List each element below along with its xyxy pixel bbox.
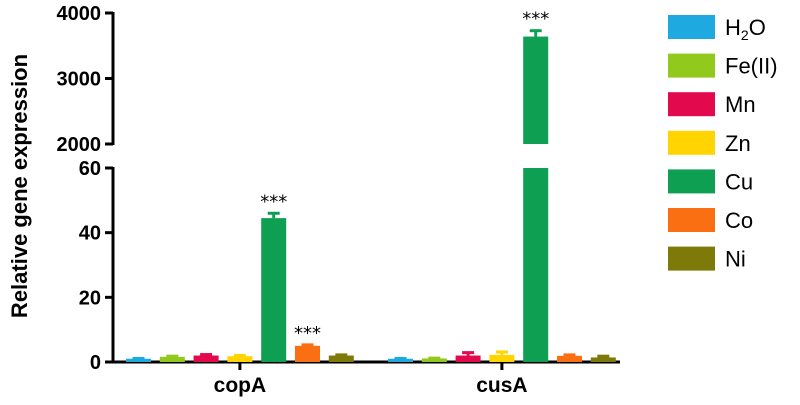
legend-swatch	[668, 130, 715, 155]
bar	[590, 357, 616, 362]
bar	[126, 358, 151, 362]
legend: H2O Fe(II) Mn Zn Cu Co Ni	[668, 15, 778, 272]
bar	[328, 355, 354, 362]
x-tick-label: copA	[214, 374, 267, 397]
legend-swatch	[668, 208, 715, 232]
legend-swatch	[668, 169, 715, 194]
significance-label: ***	[260, 191, 287, 212]
legend-swatch	[668, 92, 715, 117]
legend-label: Ni	[725, 247, 746, 272]
y-tick-label: 40	[79, 223, 101, 245]
legend-label: H2O	[725, 15, 766, 43]
legend-label: Co	[725, 208, 753, 233]
bar	[455, 355, 481, 362]
bar	[523, 168, 549, 362]
y-axis-label: Relative gene expression	[7, 54, 32, 318]
legend-label: Mn	[725, 92, 756, 117]
y-tick-label: 0	[90, 352, 101, 374]
significance-label: ***	[522, 9, 549, 30]
bars: *** *** ***	[126, 9, 616, 362]
legend-swatch	[668, 246, 715, 271]
bar	[295, 345, 320, 362]
y-tick-label: 2000	[57, 134, 102, 156]
y-tick-label: 4000	[57, 3, 102, 25]
bar	[557, 355, 582, 362]
y-tick-label: 20	[79, 287, 101, 309]
bar	[489, 354, 515, 362]
significance-label: ***	[294, 323, 321, 344]
bar	[523, 36, 549, 144]
x-tick-label: cusA	[476, 374, 527, 397]
legend-label: Cu	[725, 169, 753, 194]
bar	[193, 355, 219, 362]
y-tick-label: 3000	[57, 69, 102, 91]
legend-label: Fe(II)	[725, 54, 778, 79]
bar	[388, 358, 413, 362]
bar	[421, 358, 447, 362]
legend-swatch	[668, 53, 715, 78]
legend-swatch	[668, 15, 715, 39]
bar	[227, 356, 253, 362]
bar	[159, 356, 185, 362]
legend-label: Zn	[725, 131, 751, 156]
bar	[261, 218, 287, 362]
y-tick-label: 60	[79, 158, 101, 180]
